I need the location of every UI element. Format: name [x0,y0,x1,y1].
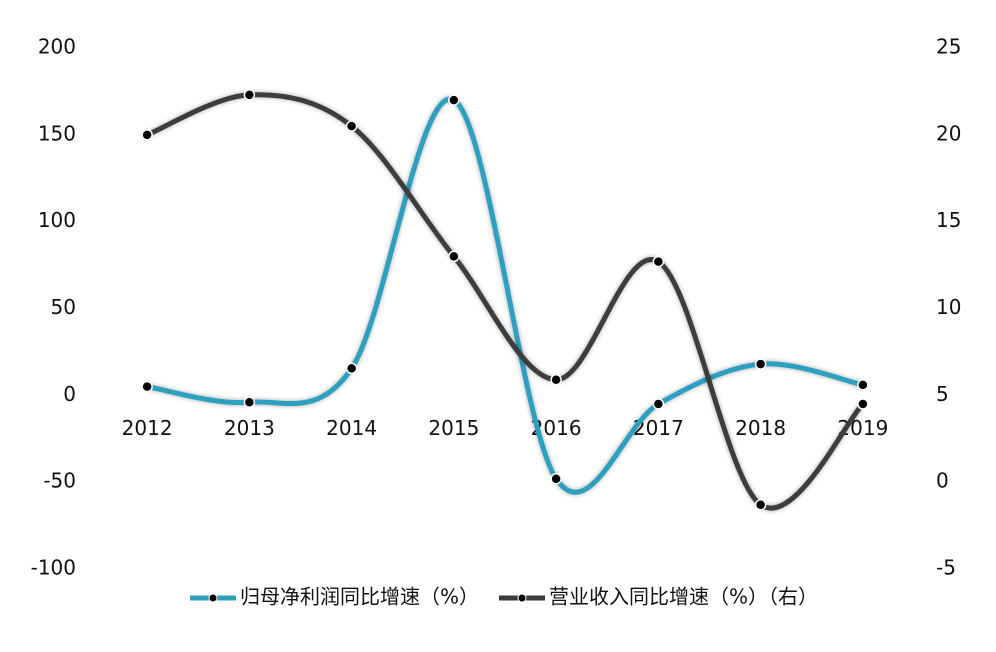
y2-tick-label: 5 [936,382,949,406]
data-point [754,358,767,370]
data-point [141,129,153,141]
data-point [345,362,358,375]
data-point [141,380,153,393]
y-tick-label: 200 [38,35,76,59]
legend-label: 归母净利润同比增速（%） [240,585,479,609]
y-tick-label: 100 [38,208,76,232]
x-tick-label: 2012 [122,416,173,440]
data-point [345,120,358,132]
legend-item: 归母净利润同比增速（%） [190,585,479,609]
legend-item: 营业收入同比增速（%）（右） [499,585,818,609]
y-tick-label: -50 [43,469,76,493]
series-line [144,96,866,495]
series-line [144,92,866,511]
data-point [857,398,869,410]
data-point [857,379,869,391]
data-point [550,472,562,485]
y2-tick-label: -5 [936,556,956,580]
x-tick-label: 2014 [326,416,377,440]
data-point [550,373,562,386]
y-tick-label: -100 [31,556,76,580]
data-point [448,250,460,263]
legend-marker [208,593,218,603]
y2-tick-label: 25 [936,35,961,59]
y-tick-label: 50 [51,295,76,319]
legend-marker [517,593,527,603]
x-tick-label: 2013 [224,416,275,440]
data-point [754,498,767,511]
data-point [243,396,256,409]
legend-label: 营业收入同比增速（%）（右） [549,585,818,609]
y2-tick-label: 15 [936,208,961,232]
y-tick-label: 150 [38,121,76,145]
data-point [448,94,460,106]
data-point [652,398,665,410]
x-tick-label: 2015 [428,416,479,440]
data-point [652,255,665,268]
y2-tick-label: 20 [936,121,961,145]
x-tick-label: 2018 [735,416,786,440]
y2-tick-label: 0 [936,469,949,493]
y2-tick-label: 10 [936,295,961,319]
data-point [243,89,256,101]
y-tick-label: 0 [63,382,76,406]
